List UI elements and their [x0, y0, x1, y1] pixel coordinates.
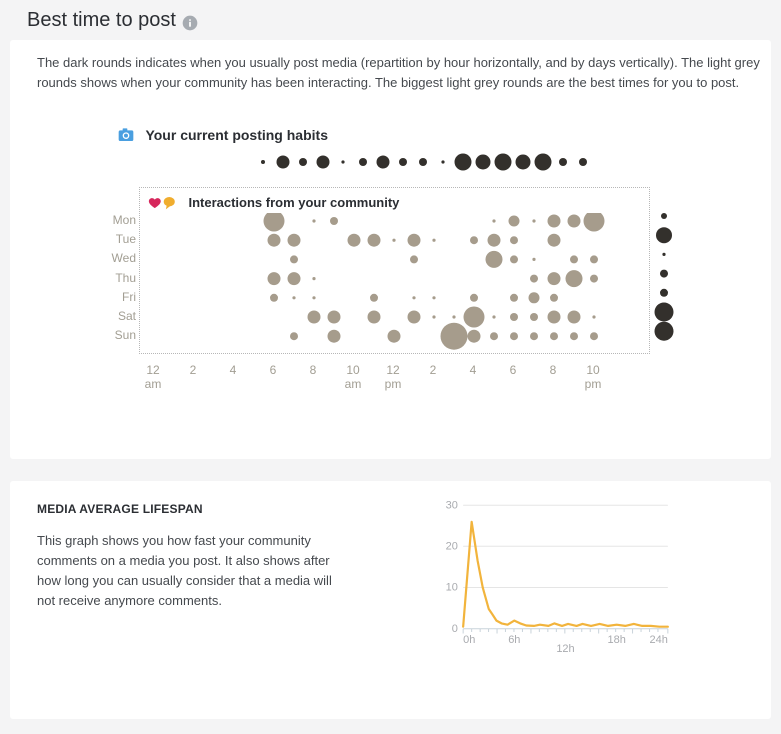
svg-text:30: 30: [446, 500, 458, 512]
svg-text:6h: 6h: [508, 634, 520, 646]
svg-text:24h: 24h: [649, 634, 667, 646]
svg-text:0: 0: [452, 623, 458, 635]
svg-text:0h: 0h: [463, 634, 475, 646]
svg-text:20: 20: [446, 540, 458, 552]
svg-text:18h: 18h: [607, 634, 625, 646]
svg-text:10: 10: [446, 582, 458, 594]
svg-text:12h: 12h: [556, 643, 574, 655]
